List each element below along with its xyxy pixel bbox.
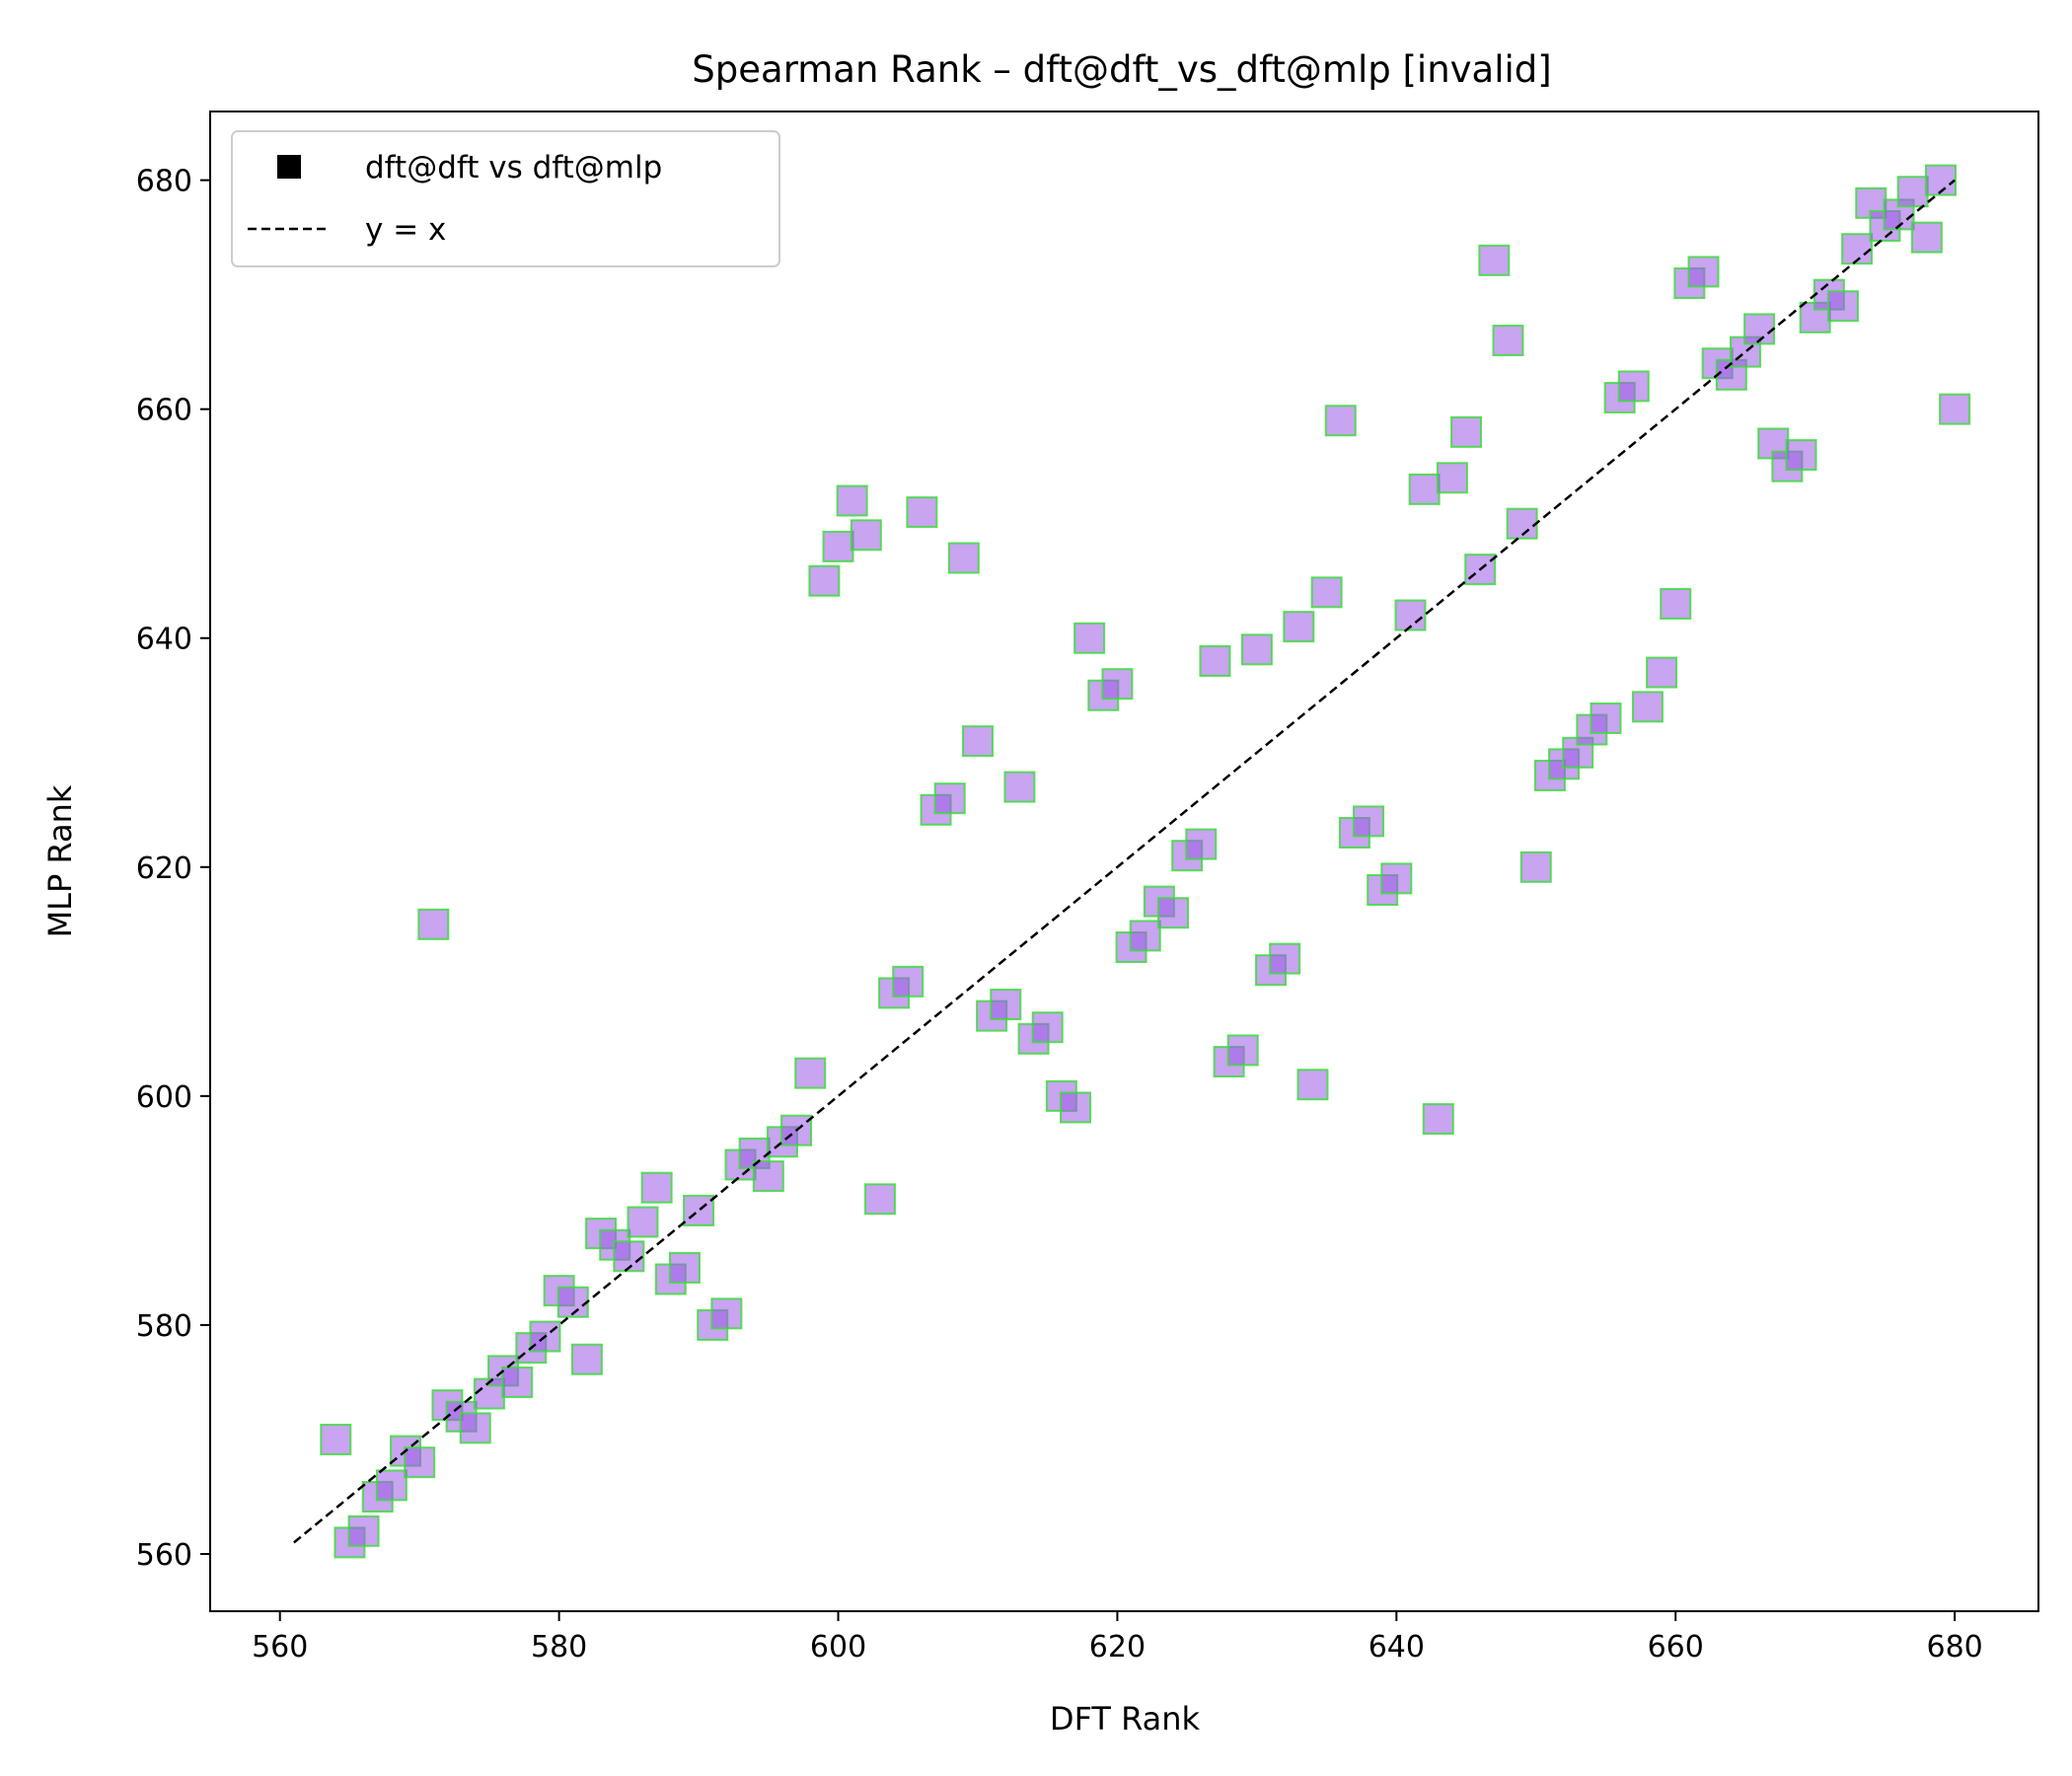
data-point xyxy=(501,1366,534,1398)
data-point xyxy=(710,1297,743,1330)
data-point xyxy=(1841,233,1874,265)
x-tick-label: 580 xyxy=(531,1630,587,1665)
x-tick-label: 660 xyxy=(1648,1630,1704,1665)
legend-box xyxy=(231,130,780,267)
data-point xyxy=(1129,920,1161,952)
chart-title: Spearman Rank – dft@dft_vs_dft@mlp [inva… xyxy=(692,48,1551,91)
data-point xyxy=(1590,702,1622,734)
reference-line-path xyxy=(293,179,1956,1544)
legend-entry-1-label: y = x xyxy=(365,212,446,248)
data-point xyxy=(933,782,966,815)
y-tick-label: 660 xyxy=(136,394,192,428)
data-point xyxy=(1324,405,1357,437)
data-point xyxy=(1380,862,1413,895)
legend-square-marker xyxy=(277,155,301,179)
data-point xyxy=(417,908,450,940)
x-axis-ticks: 560 580 600 620 640 660 680 xyxy=(252,1611,1983,1665)
data-point xyxy=(1226,1034,1259,1067)
data-point xyxy=(375,1469,407,1502)
data-point xyxy=(627,1206,659,1238)
y-tick-label: 560 xyxy=(136,1538,192,1573)
data-point xyxy=(683,1194,715,1226)
y-tick-label: 600 xyxy=(136,1080,192,1115)
data-point xyxy=(404,1446,436,1479)
data-point xyxy=(863,1183,896,1216)
reference-line xyxy=(293,179,1956,1544)
data-point xyxy=(1283,611,1315,643)
data-point xyxy=(1939,393,1971,425)
data-point xyxy=(808,564,841,597)
x-tick-label: 560 xyxy=(252,1630,308,1665)
data-point xyxy=(1646,656,1678,689)
plot-border xyxy=(209,111,2039,1612)
data-point xyxy=(1826,290,1859,323)
data-point xyxy=(668,1251,701,1284)
data-point xyxy=(794,1057,827,1089)
y-tick-label: 640 xyxy=(136,623,192,657)
data-point xyxy=(1240,633,1273,666)
x-tick-label: 640 xyxy=(1369,1630,1425,1665)
legend: dft@dft vs dft@mlp y = x xyxy=(231,130,780,267)
data-point xyxy=(320,1423,352,1455)
data-point xyxy=(1353,805,1385,838)
data-point xyxy=(1157,897,1190,929)
y-axis-ticks: 560 580 600 620 640 660 680 xyxy=(136,165,210,1573)
data-point xyxy=(1436,462,1468,494)
data-point xyxy=(1185,828,1218,860)
data-point xyxy=(780,1114,813,1147)
data-point xyxy=(906,496,938,529)
data-point xyxy=(947,542,980,574)
data-point xyxy=(850,519,882,552)
data-point xyxy=(347,1515,380,1547)
data-point xyxy=(1478,244,1511,276)
data-point xyxy=(1199,644,1231,677)
x-axis-label: DFT Rank xyxy=(1050,1700,1201,1738)
data-point xyxy=(1519,851,1552,883)
data-point xyxy=(1910,221,1943,254)
y-tick-label: 580 xyxy=(136,1309,192,1344)
data-point xyxy=(961,725,994,758)
data-point xyxy=(1631,691,1664,723)
data-point xyxy=(1492,325,1524,357)
data-point xyxy=(1073,622,1106,654)
data-point xyxy=(459,1412,491,1444)
x-tick-label: 620 xyxy=(1089,1630,1146,1665)
x-tick-label: 680 xyxy=(1926,1630,1982,1665)
data-point xyxy=(822,530,854,562)
data-point xyxy=(1310,576,1343,609)
data-point xyxy=(892,965,925,998)
data-point xyxy=(1269,942,1301,975)
data-point xyxy=(1059,1091,1091,1124)
y-tick-label: 620 xyxy=(136,851,192,886)
y-axis-label: MLP Rank xyxy=(41,784,79,937)
legend-entry-0-label: dft@dft vs dft@mlp xyxy=(365,150,662,185)
data-point xyxy=(570,1343,603,1375)
data-point xyxy=(1003,771,1036,803)
data-point xyxy=(752,1160,784,1193)
data-point xyxy=(1031,1011,1064,1044)
data-point xyxy=(1422,1103,1454,1136)
y-tick-label: 680 xyxy=(136,165,192,199)
data-point xyxy=(1687,256,1720,288)
data-point xyxy=(640,1171,673,1204)
data-point xyxy=(1660,587,1692,620)
data-point xyxy=(990,989,1022,1021)
data-point xyxy=(836,484,868,517)
x-tick-label: 600 xyxy=(810,1630,866,1665)
data-point xyxy=(1617,370,1650,403)
data-point xyxy=(1450,415,1483,448)
data-points xyxy=(320,164,1971,1559)
data-point xyxy=(1296,1069,1329,1101)
data-point xyxy=(1924,164,1957,196)
data-point xyxy=(1785,439,1817,472)
data-point xyxy=(1101,668,1134,701)
data-point xyxy=(1408,473,1441,505)
data-point xyxy=(1896,176,1929,208)
